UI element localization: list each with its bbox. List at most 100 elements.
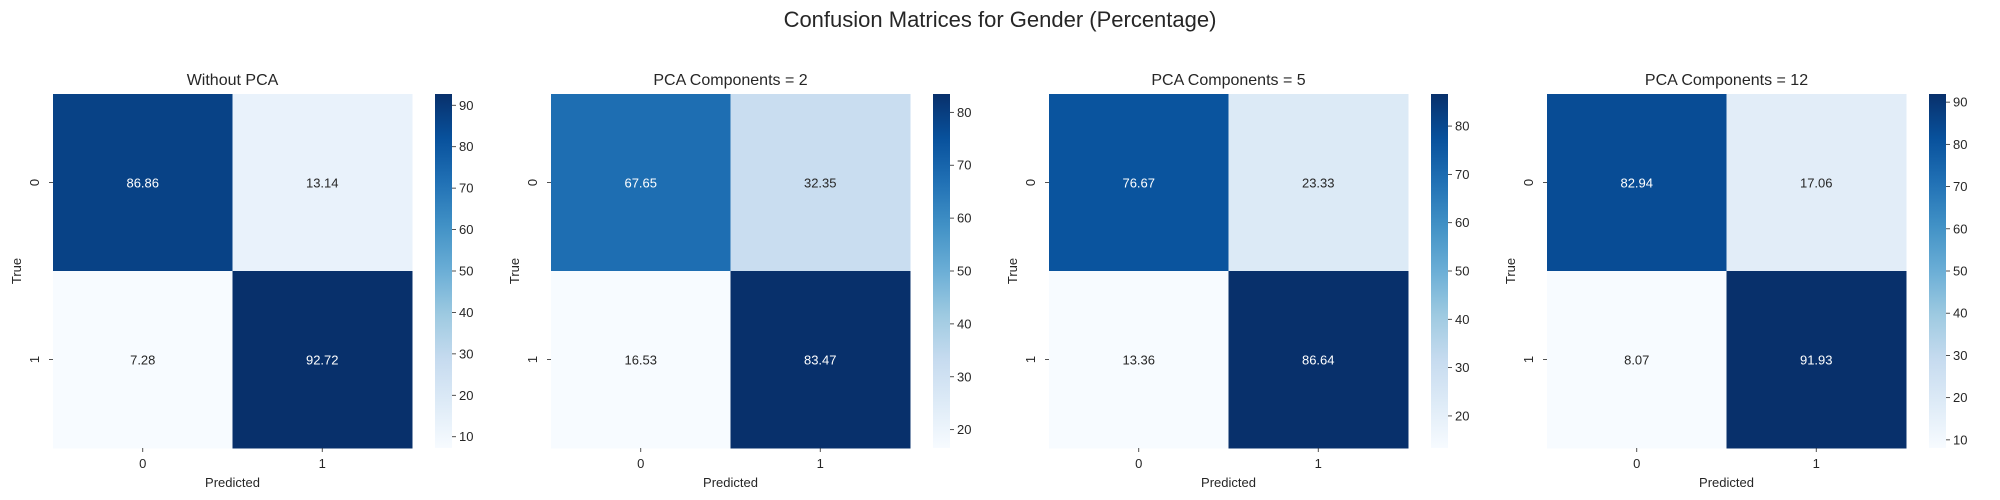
cell-value-label: 8.07 [1624,353,1649,368]
y-tick-label: 1 [525,356,540,363]
panel-title: PCA Components = 2 [653,72,807,89]
cell-value-label: 7.28 [130,353,155,368]
cell-value-label: 86.64 [1302,353,1335,368]
y-tick-label: 0 [27,179,42,186]
colorbar-tick-label: 70 [957,158,971,173]
heatmap-panel-4: PCA Components = 12 82.94 17.06 8.07 91.93 0 1… [1503,72,1967,490]
heatmap-cell [730,94,911,272]
colorbar-tick-label: 60 [459,222,473,237]
heatmap-cell [232,94,413,272]
cell-value-label: 91.93 [1800,353,1833,368]
colorbar-tick-label: 90 [459,98,473,113]
colorbar-tick-label: 50 [957,264,971,279]
y-axis-label: True [9,258,24,284]
colorbar-tick-label: 50 [1455,264,1469,279]
x-tick-label: 0 [1633,456,1640,471]
panel-title: Without PCA [187,72,279,89]
panel-title: PCA Components = 5 [1151,72,1305,89]
heatmap-cell [1547,94,1727,272]
colorbar-tick-label: 70 [459,181,473,196]
cell-value-label: 86.86 [126,176,159,191]
x-axis-label: Predicted [703,475,758,490]
heatmap-cell [1049,271,1229,449]
colorbar-tick-label: 40 [1953,306,1967,321]
colorbar-tick-label: 30 [1455,360,1469,375]
colorbar-tick-label: 10 [1953,432,1967,447]
figure-title: Confusion Matrices for Gender (Percentag… [784,7,1217,32]
cell-value-label: 16.53 [624,353,657,368]
heatmap-cell [1228,94,1409,272]
x-tick-label: 1 [319,456,326,471]
heatmap-cell [551,271,731,449]
colorbar-tick-label: 30 [957,369,971,384]
x-tick-label: 1 [817,456,824,471]
colorbar-tick-label: 10 [459,429,473,444]
colorbar-tick-label: 70 [1953,179,1967,194]
colorbar-tick-label: 80 [1953,137,1967,152]
heatmap-cell [1228,271,1409,449]
heatmap-cell [730,271,911,449]
heatmap-cell [1049,94,1229,272]
colorbar-tick-label: 20 [1953,390,1967,405]
y-tick-label: 0 [1521,179,1536,186]
colorbar [1929,94,1946,448]
heatmap-cell [53,271,233,449]
x-tick-label: 0 [637,456,644,471]
y-tick-label: 1 [1023,356,1038,363]
cell-value-label: 13.36 [1122,353,1155,368]
heatmap-cell [1726,271,1907,449]
colorbar-tick-label: 60 [1953,221,1967,236]
colorbar-tick-label: 50 [1953,264,1967,279]
colorbar-tick-label: 30 [459,346,473,361]
x-tick-label: 1 [1813,456,1820,471]
colorbar-tick-label: 20 [459,388,473,403]
heatmap-panel-3: PCA Components = 5 76.67 23.33 13.36 86.64 0 1… [1005,72,1469,490]
cell-value-label: 76.67 [1122,176,1155,191]
cell-value-label: 23.33 [1302,176,1335,191]
x-tick-label: 0 [139,456,146,471]
colorbar [933,94,950,448]
heatmap-cell [1726,94,1907,272]
colorbar-tick-label: 90 [1953,95,1967,110]
cell-value-label: 92.72 [306,353,339,368]
colorbar-tick-label: 50 [459,264,473,279]
colorbar [1431,94,1448,448]
cell-value-label: 82.94 [1620,176,1653,191]
y-axis-label: True [1503,258,1518,284]
heatmap-cell [1547,271,1727,449]
y-axis-label: True [1005,258,1020,284]
heatmap-panel-2: PCA Components = 2 67.65 32.35 16.53 83.47 0 1… [507,72,971,490]
cell-value-label: 32.35 [804,176,837,191]
cell-value-label: 67.65 [624,176,657,191]
colorbar-tick-label: 40 [957,316,971,331]
colorbar-tick-label: 80 [957,105,971,120]
x-axis-label: Predicted [1699,475,1754,490]
x-tick-label: 1 [1315,456,1322,471]
colorbar-tick-label: 20 [1455,408,1469,423]
x-tick-label: 0 [1135,456,1142,471]
colorbar-tick-label: 60 [957,211,971,226]
colorbar-tick-label: 40 [459,305,473,320]
cell-value-label: 17.06 [1800,176,1833,191]
heatmap-cell [551,94,731,272]
colorbar-tick-label: 80 [1455,119,1469,134]
y-tick-label: 1 [1521,356,1536,363]
cell-value-label: 83.47 [804,353,837,368]
colorbar [435,94,452,448]
colorbar-tick-label: 40 [1455,312,1469,327]
colorbar-tick-label: 70 [1455,167,1469,182]
y-tick-label: 0 [525,179,540,186]
colorbar-tick-label: 60 [1455,215,1469,230]
x-axis-label: Predicted [205,475,260,490]
colorbar-tick-label: 80 [459,139,473,154]
colorbar-tick-label: 30 [1953,348,1967,363]
heatmap-cell [53,94,233,272]
y-tick-label: 0 [1023,179,1038,186]
colorbar-tick-label: 20 [957,422,971,437]
cell-value-label: 13.14 [306,176,339,191]
y-tick-label: 1 [27,356,42,363]
panel-title: PCA Components = 12 [1645,72,1808,89]
